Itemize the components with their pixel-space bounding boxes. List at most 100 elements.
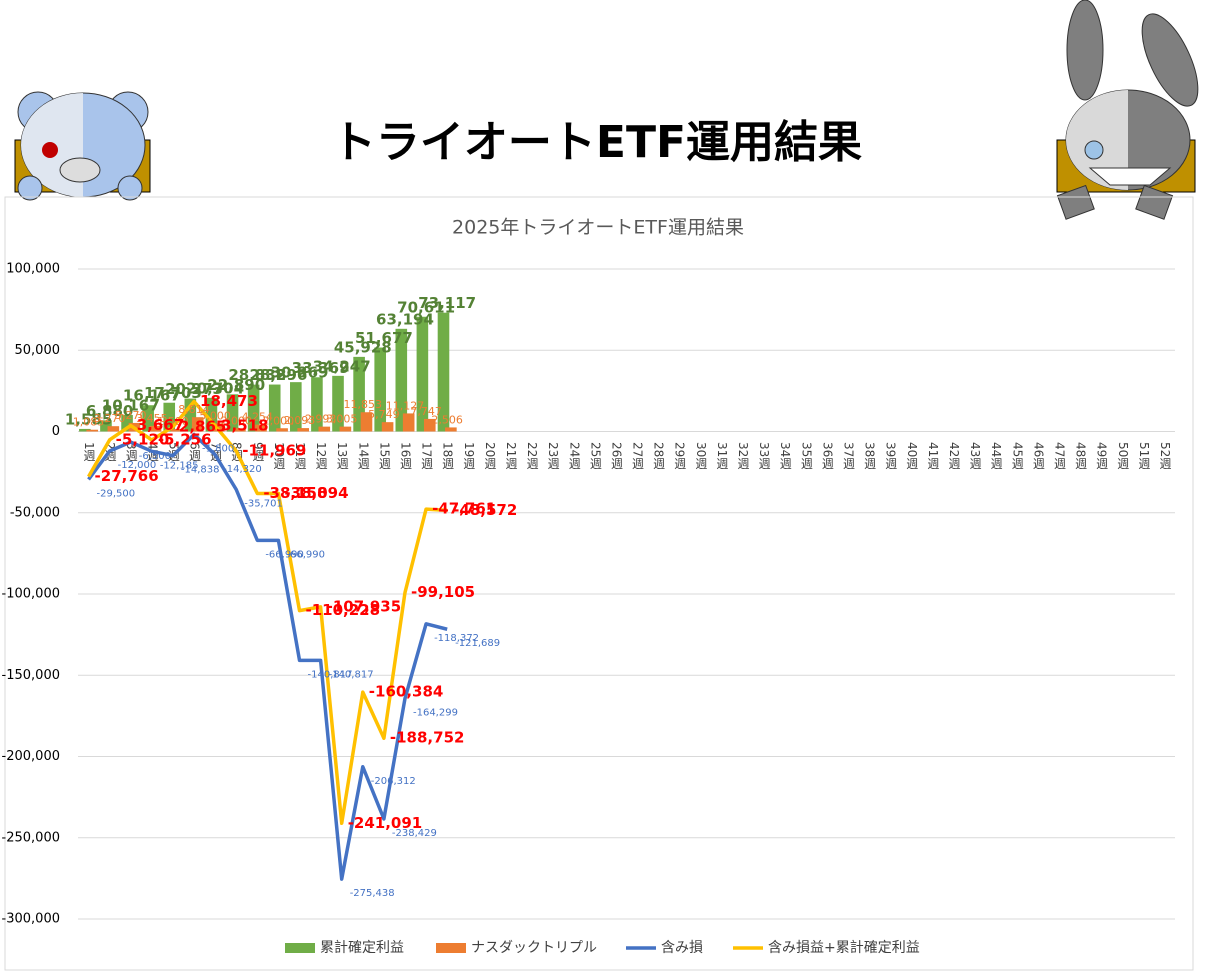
- x-tick-label: 34週: [778, 442, 792, 469]
- data-label: -140,817: [329, 669, 374, 680]
- bar: [423, 418, 436, 432]
- bar: [149, 425, 162, 432]
- data-label: -5,256: [158, 431, 212, 449]
- x-tick-label: 11週: [293, 442, 307, 469]
- data-label: 17,703: [144, 384, 202, 402]
- x-tick-label: 39週: [884, 442, 898, 469]
- x-tick-label: 41週: [926, 442, 940, 469]
- x-tick-label: 10週: [272, 442, 286, 469]
- x-tick-label: 45週: [1010, 442, 1024, 469]
- data-label: 73,117: [418, 294, 476, 312]
- x-tick-label: 38週: [863, 442, 877, 469]
- bar: [381, 422, 394, 432]
- x-tick-label: 15週: [377, 442, 391, 469]
- x-tick-label: 48週: [1074, 442, 1088, 469]
- data-label: 20,704: [186, 379, 244, 397]
- bar: [142, 405, 154, 432]
- bar: [297, 428, 310, 432]
- data-label: 30,369: [271, 364, 329, 382]
- bar: [213, 423, 225, 432]
- data-label: -206,312: [371, 776, 416, 787]
- x-tick-label: 29週: [673, 442, 687, 469]
- legend-swatch: [436, 943, 466, 953]
- data-label: 3,270: [94, 412, 126, 425]
- bar: [437, 312, 450, 432]
- bar: [86, 429, 99, 432]
- x-tick-label: 14週: [356, 442, 370, 469]
- bar: [234, 428, 246, 432]
- line-series: [87, 432, 448, 881]
- data-label: 6,880: [86, 402, 133, 420]
- bar: [191, 417, 204, 432]
- data-label: -12,000: [118, 460, 157, 471]
- x-tick-label: 16週: [398, 442, 412, 469]
- data-label: -164,299: [413, 707, 458, 718]
- data-label: 3,005: [326, 413, 358, 426]
- y-tick-label: -300,000: [2, 912, 60, 927]
- data-label: 70,611: [397, 298, 455, 316]
- data-label: 2,000: [263, 414, 295, 427]
- x-tick-label: 33週: [757, 442, 771, 469]
- x-tick-label: 51週: [1137, 442, 1151, 469]
- bar: [100, 420, 112, 432]
- x-tick-label: 35週: [799, 442, 813, 469]
- data-label: 28,832: [228, 366, 286, 384]
- x-tick-label: 23週: [546, 442, 560, 469]
- x-tick-label: 24週: [567, 442, 581, 469]
- data-label: 51,677: [355, 329, 413, 347]
- line-series: [87, 399, 448, 826]
- x-tick-label: 46週: [1031, 442, 1045, 469]
- data-label: -5,120: [116, 430, 170, 448]
- data-label: 10,167: [102, 396, 160, 414]
- data-label: 5,000: [199, 409, 231, 422]
- bar: [247, 384, 260, 432]
- x-tick-label: 43週: [968, 442, 982, 469]
- x-tick-label: 31週: [715, 442, 729, 469]
- data-label: -29,500: [97, 488, 136, 499]
- bar: [395, 328, 408, 432]
- legend-label: 含み損益+累計確定利益: [768, 940, 920, 956]
- y-tick-label: -100,000: [2, 587, 60, 602]
- data-label: -160,384: [369, 683, 444, 701]
- data-label: 45,928: [334, 338, 392, 356]
- y-tick-label: 100,000: [6, 262, 60, 277]
- x-tick-label: 1週: [82, 442, 96, 462]
- data-label: -99,105: [411, 583, 475, 601]
- bar: [360, 412, 373, 432]
- data-label: 1,500: [157, 415, 189, 428]
- x-tick-label: 21週: [504, 442, 518, 469]
- bar: [374, 347, 387, 432]
- bar: [332, 375, 344, 432]
- data-label: 4,254: [242, 411, 274, 424]
- y-tick-label: -150,000: [2, 668, 60, 683]
- data-label: -110,228: [306, 601, 381, 619]
- data-label: -1,800: [202, 443, 234, 454]
- data-label: -38,094: [284, 484, 348, 502]
- y-tick-label: 0: [52, 424, 60, 439]
- x-tick-label: 37週: [842, 442, 856, 469]
- y-tick-label: -50,000: [10, 505, 60, 520]
- data-label: -14,838: [181, 465, 220, 476]
- bar: [268, 384, 281, 432]
- data-label: 2,506: [431, 413, 463, 426]
- data-label: 11,127: [386, 399, 425, 412]
- data-label: -140,817: [308, 669, 353, 680]
- data-label: 5,749: [368, 408, 400, 421]
- x-tick-label: 42週: [947, 442, 961, 469]
- data-label: -14,320: [223, 464, 262, 475]
- data-label: -35,701: [244, 499, 283, 510]
- bar: [445, 427, 457, 432]
- data-label: -12,185: [160, 460, 199, 471]
- data-label: 1,085: [73, 416, 105, 429]
- x-tick-label: 19週: [462, 442, 476, 469]
- bar: [402, 413, 415, 432]
- data-label: -107,935: [327, 597, 402, 615]
- bear-mascot: [14, 91, 151, 201]
- data-label: -27,766: [95, 467, 159, 485]
- bar: [416, 316, 429, 432]
- x-tick-label: 32週: [736, 442, 750, 469]
- x-tick-label: 36週: [820, 442, 834, 469]
- data-label: -118,372: [434, 633, 479, 644]
- data-label: 28,896: [249, 366, 307, 384]
